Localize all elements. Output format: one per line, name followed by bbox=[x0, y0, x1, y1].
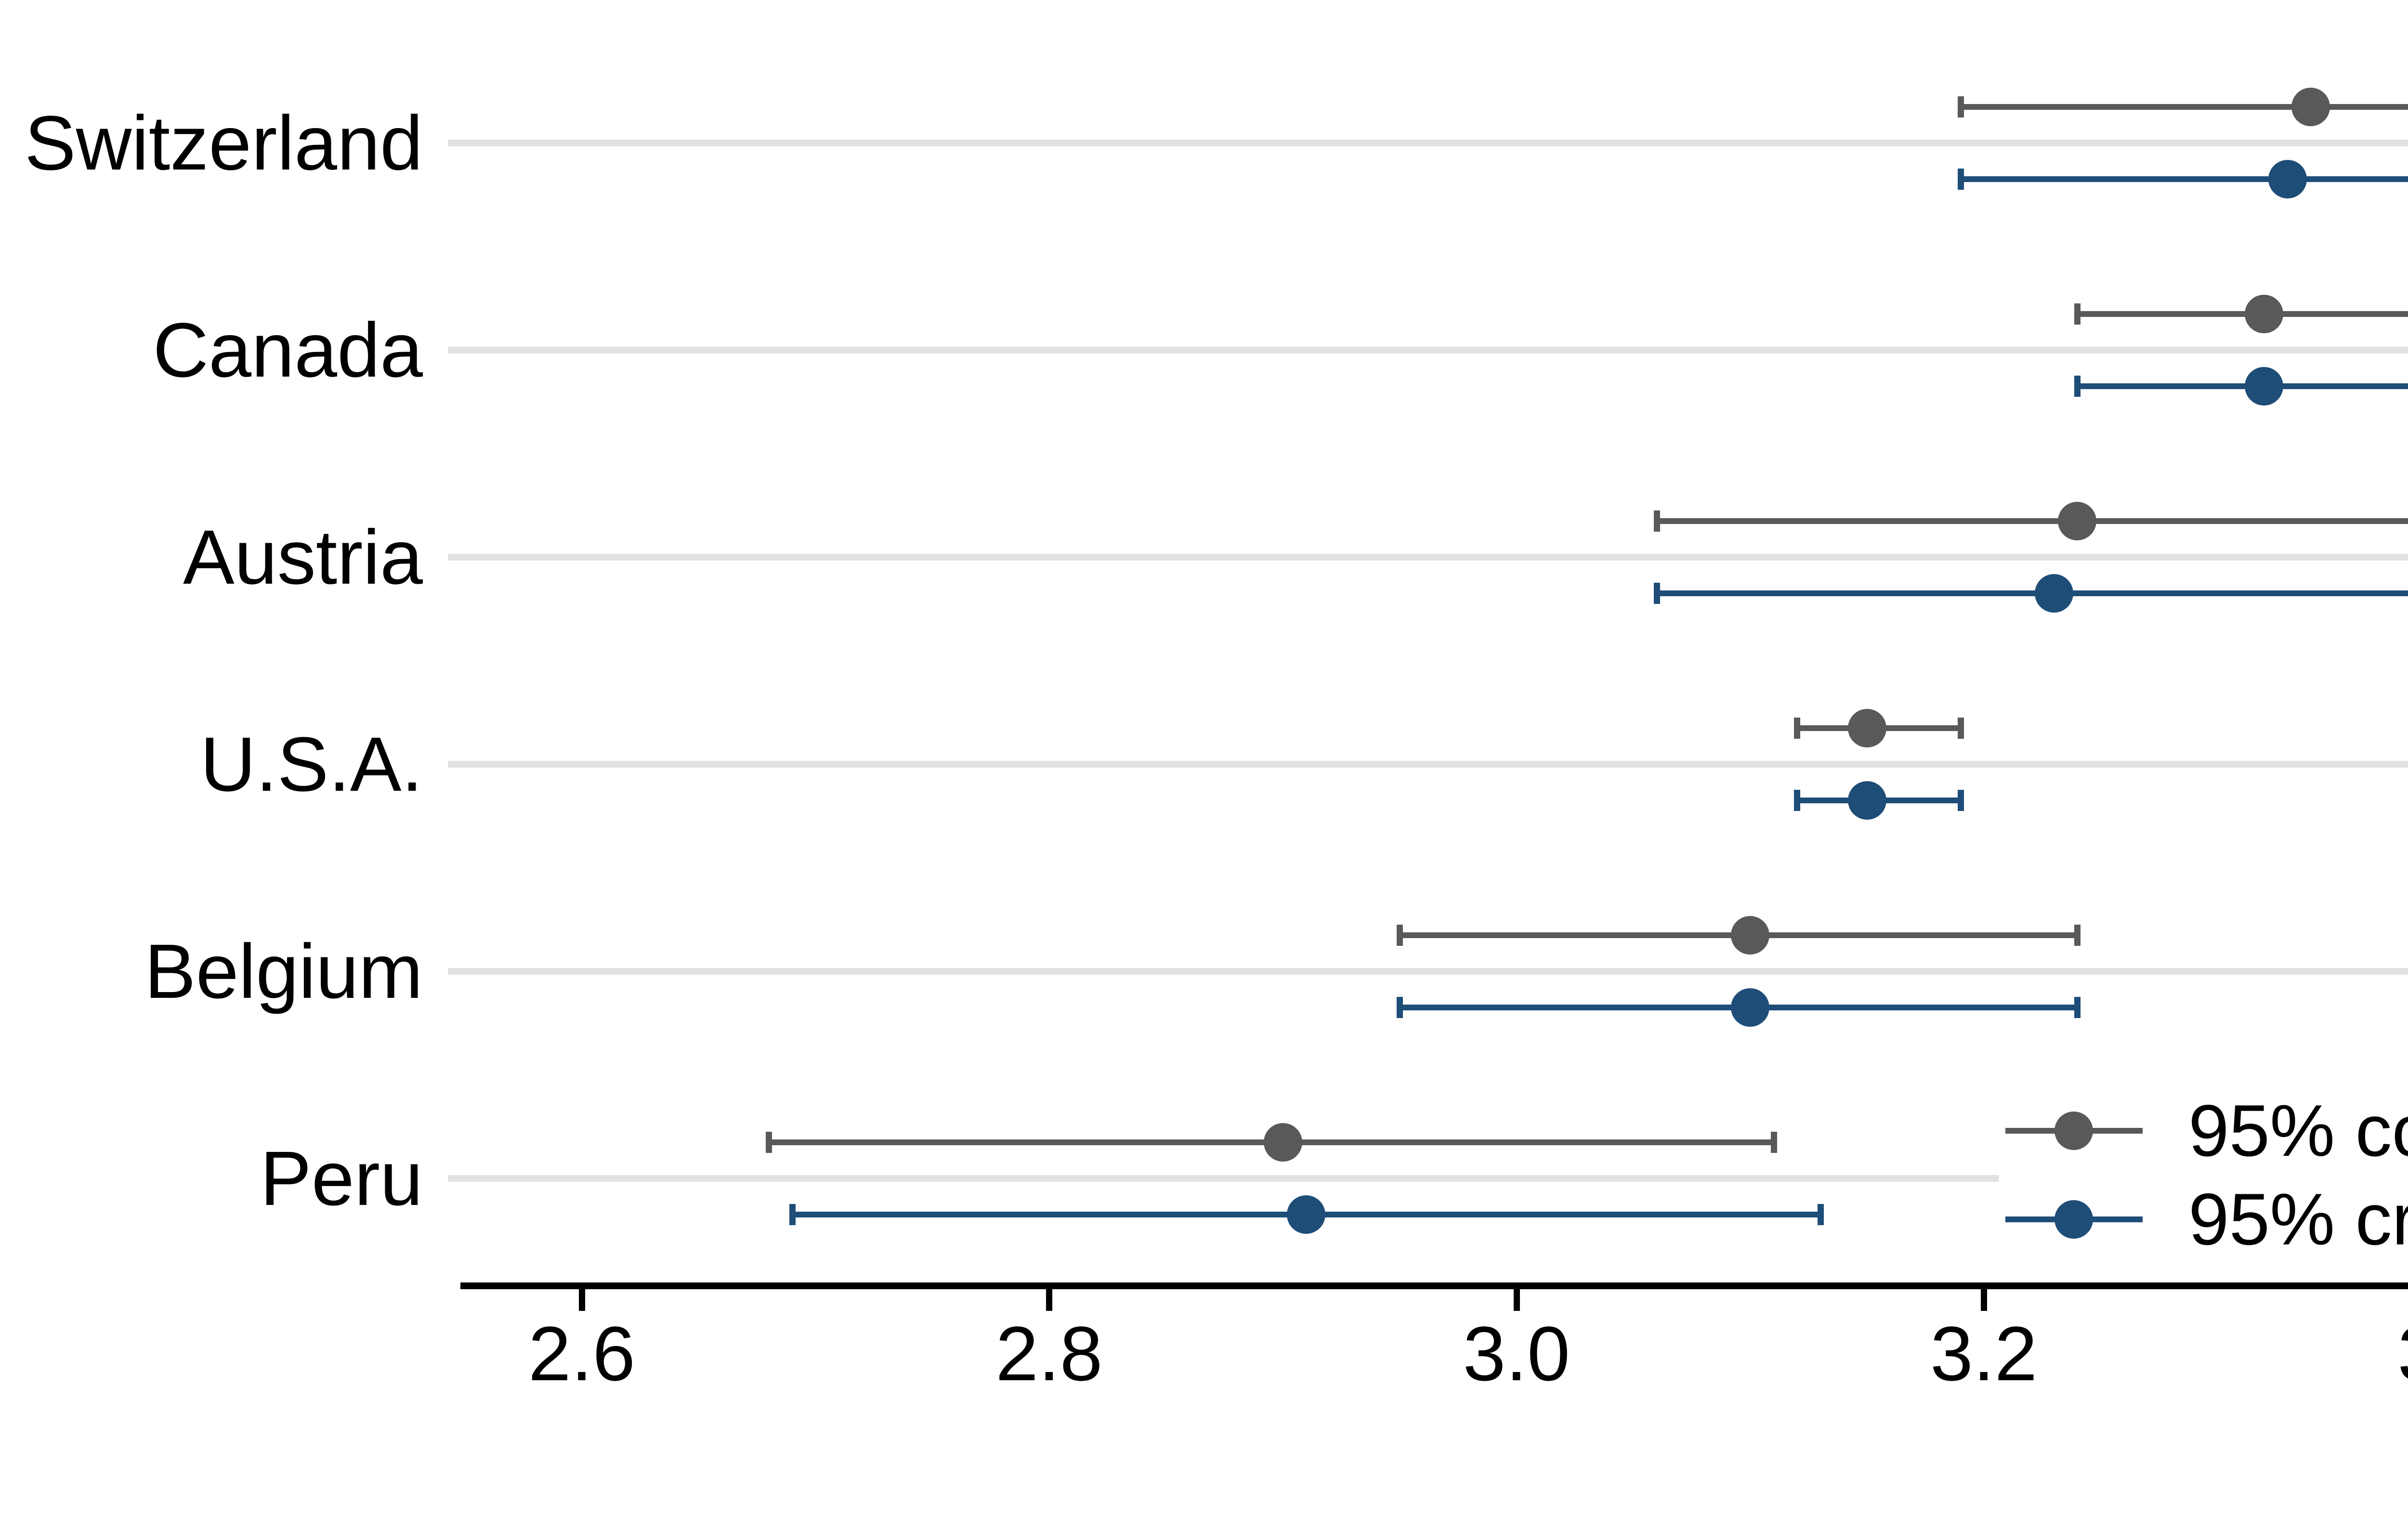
ci-lower-cap-switzerland bbox=[1957, 96, 1964, 118]
cri-mean-dot-belgium bbox=[1731, 988, 1769, 1027]
country-label-canada: Canada bbox=[153, 307, 423, 393]
ci-lower-cap-u-s-a bbox=[1794, 718, 1801, 739]
ci-mean-dot-austria bbox=[2058, 502, 2097, 540]
cri-lower-cap-switzerland bbox=[1957, 169, 1964, 190]
x-tick-label-3.2: 3.2 bbox=[1930, 1310, 2038, 1397]
x-tick-label-3.4: 3.4 bbox=[2355, 1315, 2408, 1392]
x-tick-2.8 bbox=[1046, 1289, 1053, 1311]
ci-lower-cap-belgium bbox=[1397, 925, 1403, 946]
cri-upper-cap-peru bbox=[1817, 1204, 1824, 1225]
cri-mean-dot-switzerland bbox=[2268, 160, 2307, 198]
row-gridline-switzerland bbox=[448, 140, 2408, 146]
cri-mean-dot-u-s-a bbox=[1847, 781, 1886, 820]
country-label-peru: Peru bbox=[260, 1135, 423, 1221]
country-label-u-s-a: U.S.A. bbox=[200, 721, 423, 807]
ci-upper-cap-u-s-a bbox=[1957, 718, 1964, 739]
row-gridline-belgium bbox=[448, 968, 2408, 975]
ci-lower-cap-canada bbox=[2074, 303, 2081, 325]
legend-confidence-label: 95% confidence interval bbox=[2188, 1090, 2408, 1172]
ci-errorbar-austria bbox=[1656, 518, 2408, 524]
cri-errorbar-austria bbox=[1656, 590, 2408, 596]
ci-lower-cap-austria bbox=[1653, 510, 1660, 532]
ci-errorbar-canada bbox=[2077, 311, 2408, 317]
ci-mean-dot-peru bbox=[1263, 1123, 1302, 1162]
ci-mean-dot-belgium bbox=[1731, 916, 1769, 955]
row-gridline-canada bbox=[448, 347, 2408, 353]
ci-mean-dot-switzerland bbox=[2291, 88, 2330, 126]
row-gridline-u-s-a bbox=[448, 761, 2408, 768]
legend-credible-dot-icon bbox=[2055, 1200, 2093, 1239]
x-tick-label-3.0: 3.0 bbox=[1463, 1310, 1570, 1397]
cri-errorbar-switzerland bbox=[1960, 176, 2408, 182]
cri-lower-cap-canada bbox=[2074, 376, 2081, 397]
cri-upper-cap-u-s-a bbox=[1957, 790, 1964, 811]
cri-lower-cap-u-s-a bbox=[1794, 790, 1801, 811]
cri-lower-cap-austria bbox=[1653, 583, 1660, 604]
cri-mean-dot-austria bbox=[2034, 574, 2073, 613]
country-label-belgium: Belgium bbox=[144, 928, 423, 1014]
cri-mean-dot-canada bbox=[2245, 367, 2284, 405]
ci-errorbar-switzerland bbox=[1960, 104, 2408, 110]
x-tick-2.6 bbox=[579, 1289, 585, 1311]
ci-upper-cap-peru bbox=[1770, 1132, 1777, 1153]
legend-credible-label: 95% credible interval bbox=[2188, 1178, 2408, 1260]
row-gridline-austria bbox=[448, 554, 2408, 561]
row-gridline-peru bbox=[448, 1175, 1999, 1182]
country-label-austria: Austria bbox=[183, 514, 423, 600]
x-tick-3.0 bbox=[1513, 1289, 1520, 1311]
legend-confidence-dot-icon bbox=[2055, 1112, 2093, 1150]
country-label-switzerland: Switzerland bbox=[24, 100, 423, 186]
ci-mean-dot-u-s-a bbox=[1847, 709, 1886, 747]
x-tick-3.2 bbox=[1981, 1289, 1988, 1311]
cri-errorbar-canada bbox=[2077, 383, 2408, 389]
x-tick-label-2.6: 2.6 bbox=[528, 1310, 636, 1397]
ci-mean-dot-canada bbox=[2245, 295, 2284, 333]
x-axis-line bbox=[460, 1282, 2408, 1289]
ci-upper-cap-belgium bbox=[2074, 925, 2081, 946]
ci-lower-cap-peru bbox=[766, 1132, 772, 1153]
x-tick-label-2.8: 2.8 bbox=[995, 1310, 1103, 1397]
cri-upper-cap-belgium bbox=[2074, 997, 2081, 1018]
cri-lower-cap-belgium bbox=[1397, 997, 1403, 1018]
cri-lower-cap-peru bbox=[789, 1204, 796, 1225]
cri-mean-dot-peru bbox=[1287, 1195, 1326, 1234]
